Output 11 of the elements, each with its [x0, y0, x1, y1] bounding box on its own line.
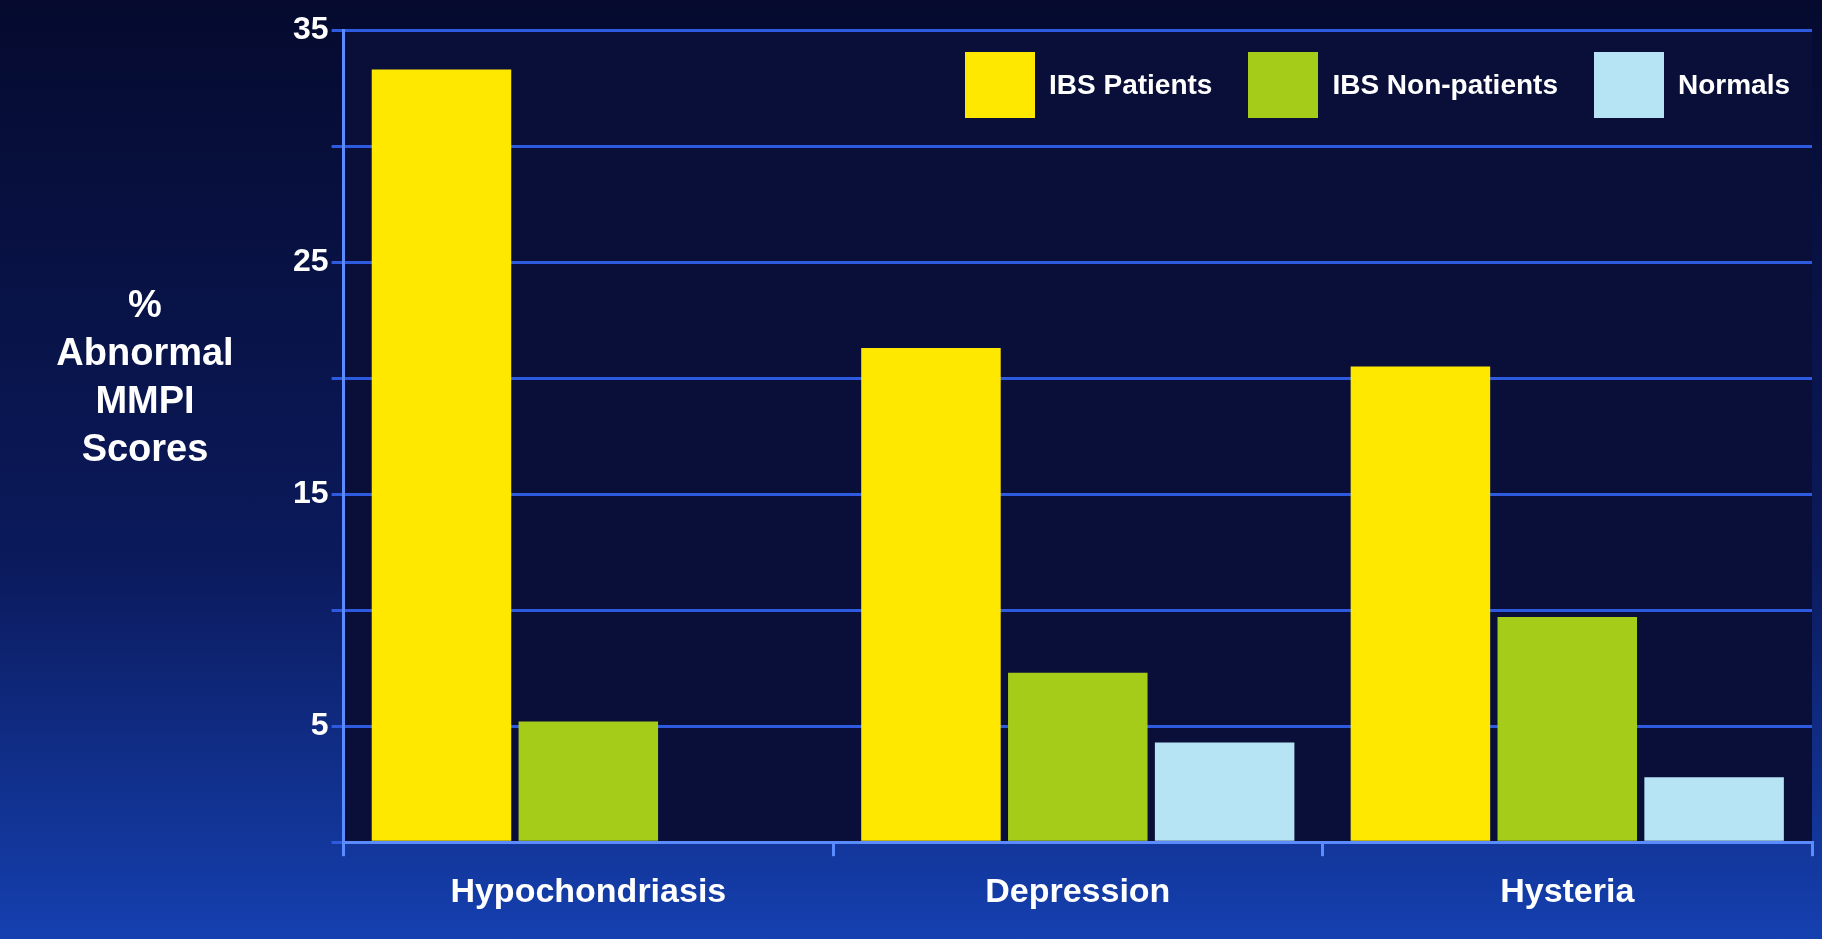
legend-label: IBS Patients — [1049, 69, 1213, 101]
y-tick-label: 5 — [310, 706, 329, 742]
legend-label: Normals — [1677, 69, 1790, 101]
x-tick-label: Hypochondriasis — [450, 870, 727, 909]
legend-label: IBS Non-patients — [1332, 69, 1558, 101]
y-tick-label: 25 — [293, 241, 329, 278]
x-tick-label: Depression — [985, 870, 1171, 909]
y-tick-label: 15 — [293, 473, 329, 510]
x-tick-label: Hysteria — [1500, 870, 1636, 909]
y-tick-label: 35 — [293, 9, 329, 46]
y-axis-title: % Abnormal MMPI Scores — [55, 282, 235, 471]
